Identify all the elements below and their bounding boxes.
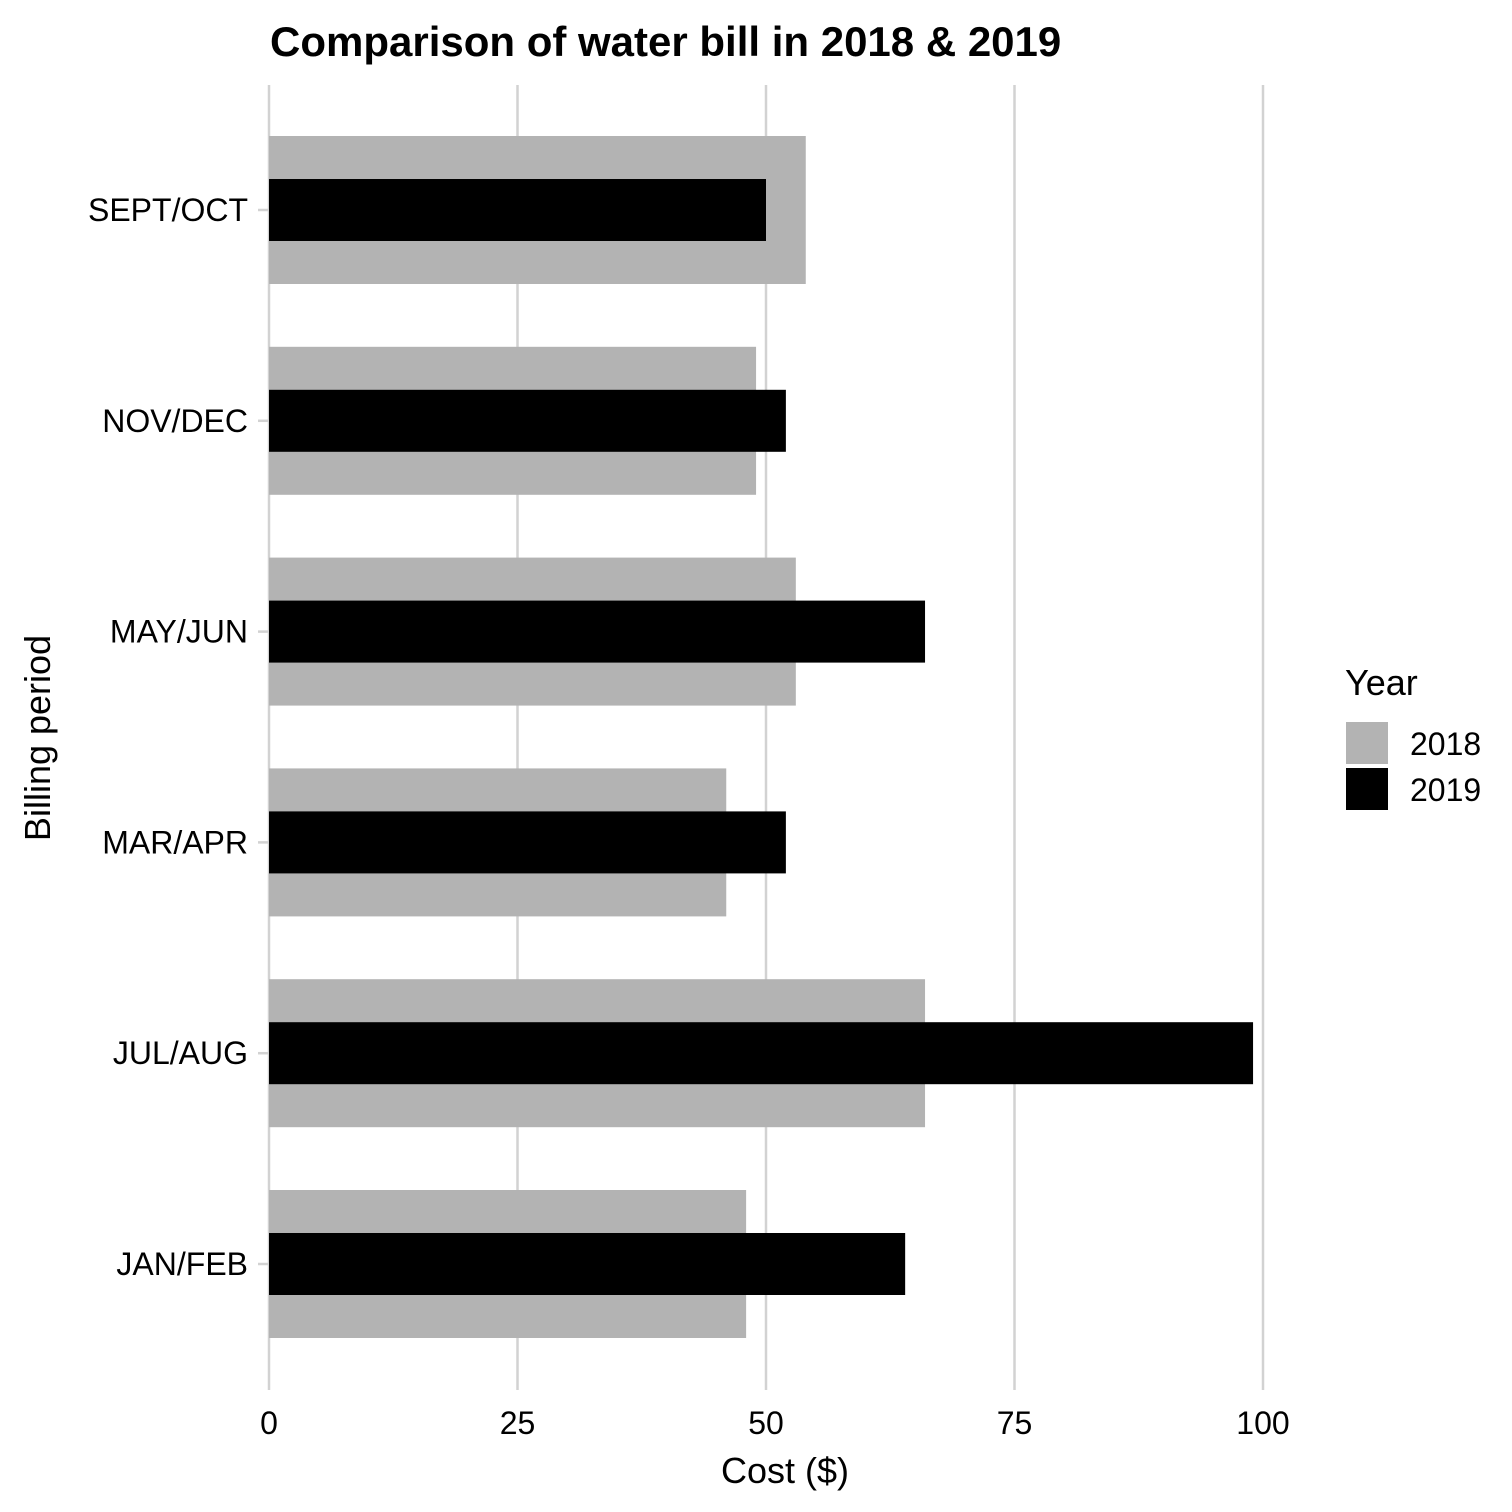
x-axis-title: Cost ($) <box>721 1450 849 1491</box>
bar-2019 <box>269 601 925 663</box>
legend-label-2019: 2019 <box>1410 772 1481 808</box>
x-axis: 0 25 50 75 100 <box>260 1405 1290 1441</box>
y-tick-label: MAR/APR <box>102 824 248 860</box>
y-tick-label: SEPT/OCT <box>88 192 248 228</box>
legend-label-2018: 2018 <box>1410 726 1481 762</box>
y-axis-title: Billing period <box>17 635 58 841</box>
bars <box>269 136 1253 1338</box>
y-tick-label: JUL/AUG <box>113 1035 248 1071</box>
chart-title: Comparison of water bill in 2018 & 2019 <box>270 18 1061 65</box>
legend-key-2019 <box>1346 768 1388 810</box>
legend-title: Year <box>1345 662 1418 703</box>
bar-2019 <box>269 390 786 452</box>
y-tick-label: MAY/JUN <box>110 614 248 650</box>
x-tick-label: 75 <box>997 1405 1033 1441</box>
y-tick-label: JAN/FEB <box>116 1246 248 1282</box>
bar-2019 <box>269 811 786 873</box>
bar-2019 <box>269 1022 1253 1084</box>
x-tick-label: 50 <box>748 1405 784 1441</box>
x-tick-label: 100 <box>1236 1405 1289 1441</box>
bar-2019 <box>269 179 766 241</box>
bar-2019 <box>269 1233 905 1295</box>
legend-key-2018 <box>1346 722 1388 764</box>
x-tick-label: 25 <box>500 1405 536 1441</box>
y-axis: SEPT/OCT NOV/DEC MAY/JUN MAR/APR JUL/AUG JAN/… <box>88 192 268 1282</box>
x-tick-label: 0 <box>260 1405 278 1441</box>
legend: Year 2018 2019 <box>1345 662 1481 810</box>
y-tick-label: NOV/DEC <box>102 403 248 439</box>
